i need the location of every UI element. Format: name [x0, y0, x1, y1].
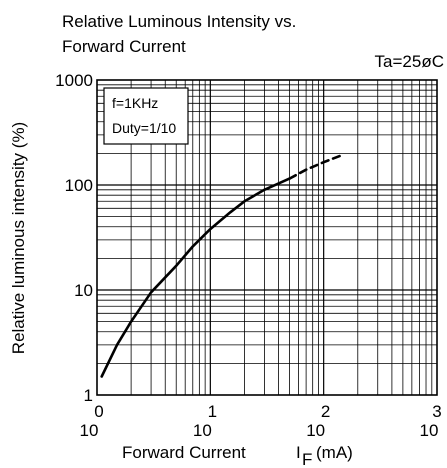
- y-tick-label: 10: [74, 281, 93, 300]
- series-lines: [100, 153, 345, 378]
- x-axis-label-main: Forward Current: [122, 443, 246, 462]
- x-axis-label-subscript: F: [302, 450, 312, 468]
- y-axis-label: Relative luminous intensity (%): [9, 122, 28, 354]
- legend-line-duty: Duty=1/10: [112, 120, 176, 136]
- legend-frame: [103, 87, 189, 145]
- condition-label: Ta=25øC: [375, 52, 444, 71]
- x-tick-label-base: 10: [193, 421, 212, 440]
- x-axis-label-unit: (mA): [316, 443, 353, 462]
- grid-lines: [97, 80, 437, 395]
- y-tick-label: 1: [84, 386, 93, 405]
- x-tick-label-exponent: 2: [321, 402, 330, 421]
- plot-frame: [96, 79, 438, 396]
- x-tick-label-exponent: 0: [94, 402, 103, 421]
- x-axis-label-symbol: I: [296, 443, 301, 462]
- legend-box: f=1KHz Duty=1/10: [103, 87, 189, 145]
- x-tick-label-exponent: 3: [432, 402, 441, 421]
- x-tick-label-exponent: 1: [208, 402, 217, 421]
- legend-line-frequency: f=1KHz: [112, 95, 158, 111]
- x-tick-label-base: 10: [306, 421, 325, 440]
- series-line-dashed: [288, 153, 345, 180]
- x-tick-label-base: 10: [420, 421, 439, 440]
- y-tick-label: 100: [65, 176, 93, 195]
- x-tick-label-base: 10: [80, 421, 99, 440]
- chart-title-line-2: Forward Current: [62, 37, 186, 56]
- x-axis-label: Forward Current I F (mA): [122, 443, 353, 468]
- y-tick-label: 1000: [55, 71, 93, 90]
- series-line-solid: [100, 177, 291, 378]
- y-tick-labels: 1 10 100 1000: [55, 71, 93, 405]
- chart-title-line-1: Relative Luminous Intensity vs.: [62, 12, 296, 31]
